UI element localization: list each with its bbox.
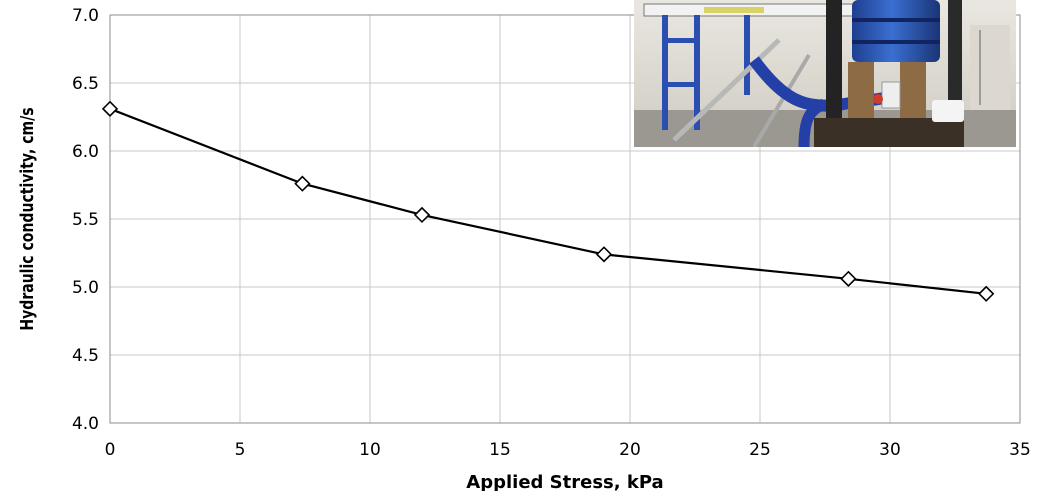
data-markers [101,100,995,302]
series-line [109,107,987,295]
data-point-marker [294,175,311,192]
x-tick-label: 30 [879,440,901,460]
plot-frame [109,14,1021,424]
y-axis-ticks: 4.0 4.5 5.0 5.5 6.0 6.5 7.0 [72,6,99,434]
data-point-marker [101,100,119,117]
y-tick-label: 5.0 [72,278,99,298]
y-tick-label: 7.0 [72,6,99,26]
y-tick-label: 4.5 [72,346,99,366]
x-axis-title: Applied Stress, kPa [466,472,663,491]
y-tick-label: 6.0 [72,142,99,162]
x-tick-label: 25 [749,440,771,460]
x-tick-label: 35 [1009,440,1031,460]
data-point-marker [978,285,995,302]
inset-photo [634,0,1016,147]
x-tick-label: 15 [489,440,511,460]
y-tick-label: 6.5 [72,74,99,94]
x-tick-label: 0 [105,440,116,460]
data-point-marker [595,246,613,263]
x-tick-label: 20 [619,440,641,460]
y-tick-label: 4.0 [72,414,99,434]
y-tick-label: 5.5 [72,210,99,230]
data-point-marker [413,206,431,224]
x-tick-label: 5 [235,440,246,460]
x-axis-ticks: 0 5 10 15 20 25 30 35 [105,440,1031,460]
y-axis-title: Hydraulic conductivity, cm/s [16,107,37,330]
data-point-marker [840,270,857,287]
x-tick-label: 10 [359,440,381,460]
